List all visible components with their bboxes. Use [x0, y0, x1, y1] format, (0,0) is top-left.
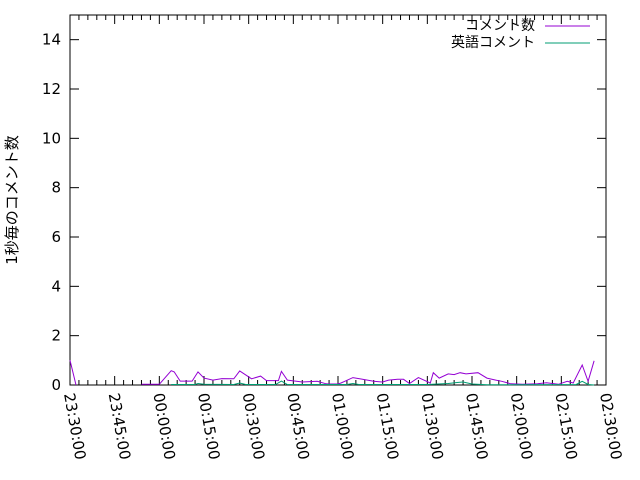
- x-tick-label: 01:45:00: [462, 392, 491, 461]
- series-line-0: [69, 360, 595, 386]
- x-tick-label: 00:00:00: [149, 392, 178, 461]
- y-tick-label: 4: [51, 277, 61, 295]
- axes: [69, 14, 607, 386]
- x-tick-label: 01:15:00: [373, 392, 402, 461]
- series-line-1: [171, 380, 595, 386]
- x-tick-label: 23:30:00: [60, 392, 89, 461]
- legend-label-0: コメント数: [465, 18, 535, 34]
- y-tick-label: 2: [51, 327, 61, 345]
- legend-label-1: 英語コメント: [451, 34, 535, 51]
- y-axis-label: 1秒毎のコメント数: [3, 135, 21, 265]
- y-tick-label: 12: [42, 80, 61, 98]
- y-tick-label: 8: [51, 179, 61, 197]
- y-tick-label: 0: [51, 376, 61, 394]
- y-tick-label: 6: [51, 228, 61, 246]
- x-tick-label: 02:30:00: [596, 392, 625, 461]
- legend: コメント数 英語コメント: [451, 18, 590, 51]
- x-tick-label: 23:45:00: [105, 392, 134, 461]
- plot-frame: [69, 14, 607, 386]
- x-tick-label: 01:30:00: [417, 392, 446, 461]
- x-tick-label: 02:15:00: [551, 392, 580, 461]
- series-lines: [69, 360, 595, 386]
- x-tick-label: 02:00:00: [507, 392, 536, 461]
- x-axis-ticks: 23:30:00 23:45:00 00:00:00 00:15:00 00:30:00…: [60, 15, 625, 461]
- y-axis-ticks: 0 2 4 6 8 10 12 14: [42, 31, 606, 394]
- y-tick-label: 14: [42, 31, 61, 49]
- x-tick-label: 00:45:00: [283, 392, 312, 461]
- y-tick-label: 10: [42, 129, 61, 147]
- x-tick-label: 01:00:00: [328, 392, 357, 461]
- x-tick-label: 00:15:00: [194, 392, 223, 461]
- x-tick-label: 00:30:00: [239, 392, 268, 461]
